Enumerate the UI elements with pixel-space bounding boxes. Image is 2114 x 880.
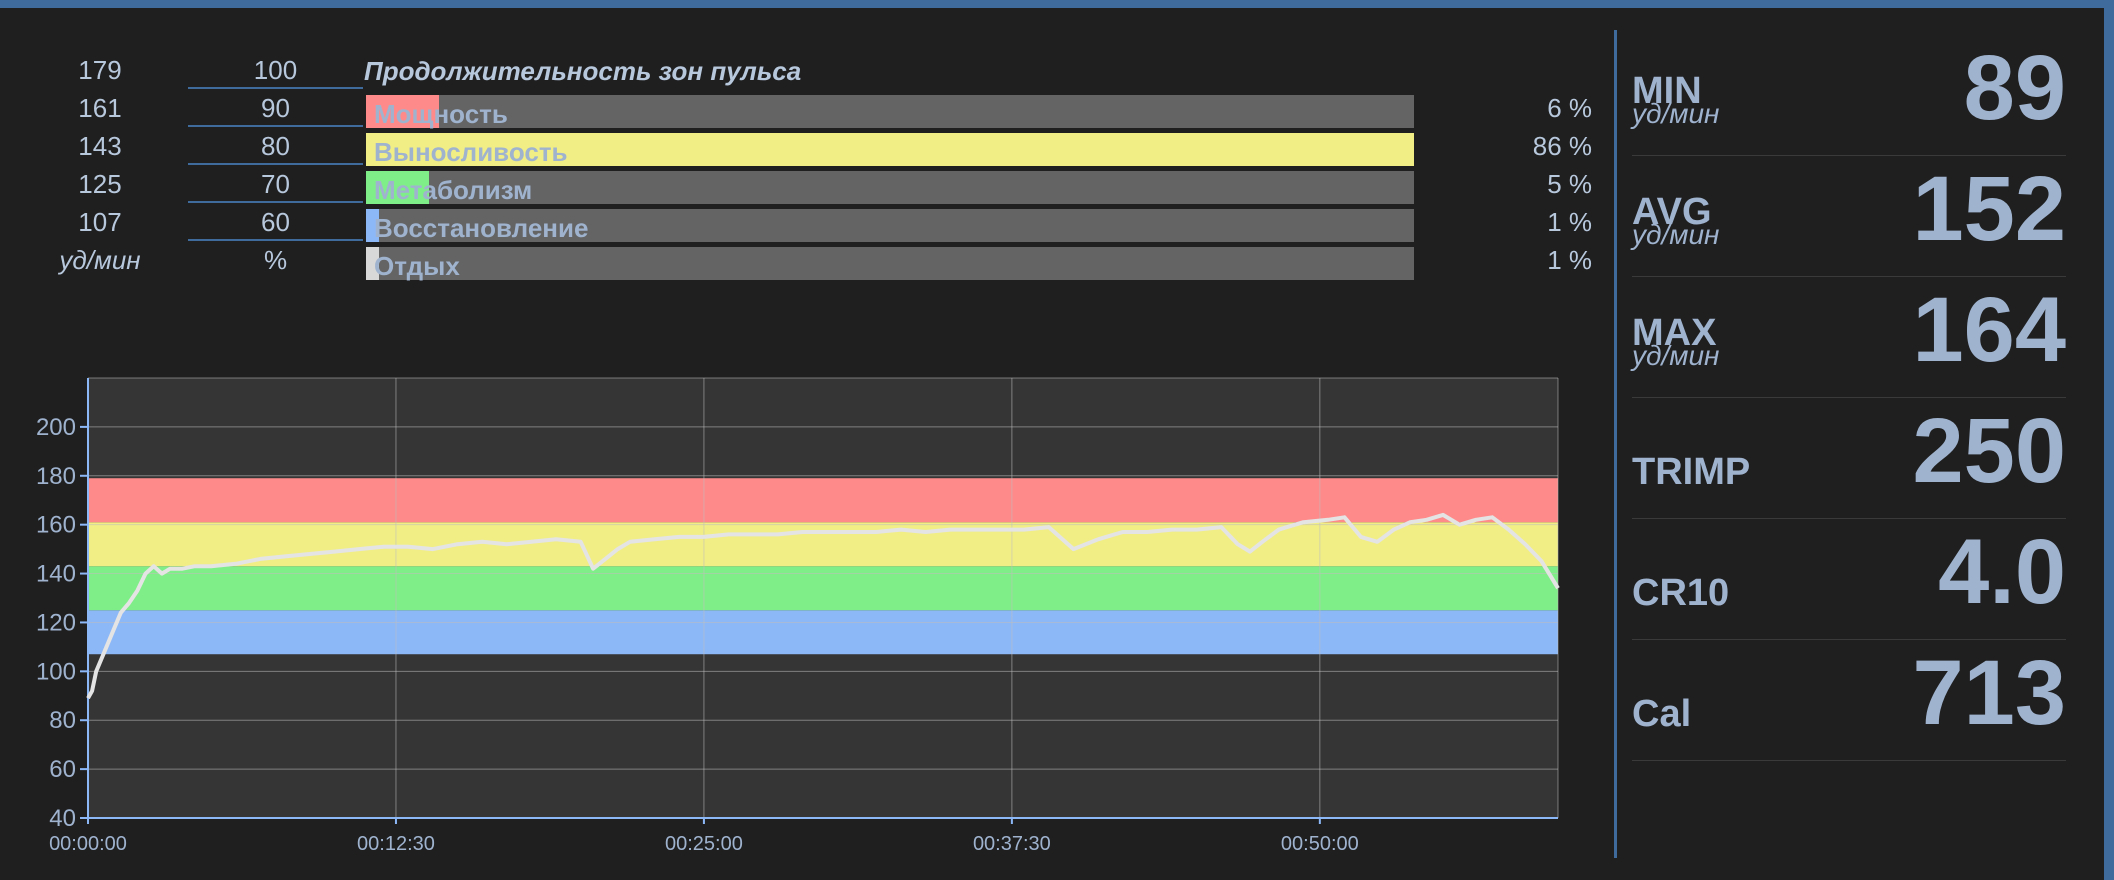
- stat-unit: уд/мин: [1632, 219, 1720, 250]
- y-tick-label: 180: [36, 463, 76, 490]
- zone-bpm-threshold: уд/мин: [59, 245, 141, 275]
- stat-label: Cal: [1632, 693, 1692, 735]
- stat-label: CR10: [1632, 572, 1730, 614]
- x-tick-label: 00:25:00: [665, 833, 743, 855]
- stat-separator: [1632, 155, 2066, 156]
- zone-band: [88, 610, 1558, 655]
- zone-percent: 86 %: [1532, 131, 1592, 161]
- stat-label: MAX: [1632, 312, 1717, 354]
- stat-unit: уд/мин: [1632, 340, 1720, 371]
- zone-separator-line: [188, 239, 363, 241]
- zone-duration-bar: Восстановление: [366, 209, 1414, 243]
- y-tick-label: 160: [36, 512, 76, 539]
- zone-row: уд/мин% Отдых 1 %: [0, 244, 1610, 281]
- zone-percent: 1 %: [1547, 207, 1592, 237]
- zone-duration-fill: [366, 171, 429, 204]
- stat-max: MAX уд/мин 164: [1632, 278, 2066, 398]
- zone-percent: 6 %: [1547, 93, 1592, 123]
- zone-pct-threshold: 80: [261, 131, 290, 161]
- y-tick-label: 140: [36, 561, 76, 588]
- stat-separator: [1632, 760, 2066, 761]
- x-tick-label: 00:50:00: [1281, 833, 1359, 855]
- zone-bpm-threshold: 107: [78, 207, 122, 237]
- zone-row: 107 60 Восстановление 1 %: [0, 206, 1610, 243]
- zone-name: Восстановление: [374, 213, 589, 243]
- heart-rate-line: [86, 512, 1560, 700]
- zone-separator-line: [188, 163, 363, 165]
- zone-duration-fill: [366, 209, 379, 242]
- stats-divider: [1614, 30, 1617, 858]
- stat-trimp: TRIMP 250: [1632, 399, 2066, 519]
- zone-row: 143 80 Выносливость 86 %: [0, 130, 1610, 167]
- zone-bpm-threshold: 125: [78, 169, 122, 199]
- zone-duration-fill: [366, 133, 1414, 166]
- zone-percent: 1 %: [1547, 245, 1592, 275]
- y-tick-label: 120: [36, 609, 76, 636]
- x-tick-label: 00:12:30: [357, 833, 435, 855]
- zone-band: [88, 522, 1558, 567]
- zone-bpm-threshold: 143: [78, 131, 122, 161]
- zone-pct-threshold: 60: [261, 207, 290, 237]
- zone-band: [88, 566, 1558, 611]
- zone-name: Мощность: [374, 99, 508, 129]
- zone-duration-bar: Метаболизм: [366, 171, 1414, 205]
- zone-duration-bar: Отдых: [366, 247, 1414, 281]
- zone-name: Отдых: [374, 251, 460, 281]
- zone-separator-line: [188, 201, 363, 203]
- stat-min: MIN уд/мин 89: [1632, 36, 2066, 156]
- zones-title: Продолжительность зон пульса: [364, 56, 802, 86]
- stat-value: 250: [1912, 400, 2067, 502]
- zone-separator-line: [188, 125, 363, 127]
- stat-value: 164: [1912, 279, 2067, 381]
- zone-duration-bar: Выносливость: [366, 133, 1414, 167]
- zone-duration-fill: [366, 247, 379, 280]
- zone-duration-fill: [366, 95, 440, 128]
- zone-name: Метаболизм: [374, 175, 533, 205]
- stat-separator: [1632, 276, 2066, 277]
- stat-value: 89: [1963, 37, 2066, 139]
- top-accent-bar: [0, 0, 2114, 8]
- x-tick-label: 00:00:00: [49, 833, 127, 855]
- zone-duration-bar: Мощность: [366, 95, 1414, 129]
- stat-cr10: CR10 4.0: [1632, 520, 2066, 640]
- stat-label: MIN: [1632, 70, 1702, 112]
- zone-pct-threshold: 90: [261, 93, 290, 123]
- stat-separator: [1632, 518, 2066, 519]
- stat-unit: уд/мин: [1632, 98, 1720, 129]
- stat-value: 4.0: [1938, 521, 2066, 623]
- zone-row: 161 90 Мощность 6 %: [0, 92, 1610, 129]
- stat-label: AVG: [1632, 191, 1712, 233]
- zone-separator-line: [188, 87, 363, 89]
- y-tick-label: 100: [36, 658, 76, 685]
- zone-percent: 5 %: [1547, 169, 1592, 199]
- zone-bpm-threshold: 161: [78, 93, 122, 123]
- stat-label: TRIMP: [1632, 451, 1751, 493]
- stat-cal: Cal 713: [1632, 641, 2066, 761]
- zone-row: 125 70 Метаболизм 5 %: [0, 168, 1610, 205]
- stat-separator: [1632, 639, 2066, 640]
- stat-separator: [1632, 397, 2066, 398]
- zone-pct-threshold: %: [263, 245, 288, 275]
- heart-rate-chart: 40 60 80 100 120 140 160 180 200 00:00:00 00:12:30…: [36, 377, 1560, 855]
- y-tick-label: 40: [49, 805, 76, 832]
- stat-avg: AVG уд/мин 152: [1632, 157, 2066, 277]
- zone-row: 179 100: [0, 54, 1610, 89]
- zone-band: [88, 478, 1558, 523]
- zone-name: Выносливость: [374, 137, 568, 167]
- zone-bpm-threshold: 179: [78, 55, 122, 85]
- stat-value: 152: [1912, 158, 2067, 260]
- y-tick-label: 60: [49, 756, 76, 783]
- zone-pct-threshold: 70: [261, 169, 290, 199]
- y-tick-label: 80: [49, 707, 76, 734]
- right-accent-edge: [2104, 0, 2114, 880]
- stat-value: 713: [1912, 642, 2067, 744]
- y-tick-label: 200: [36, 414, 76, 441]
- zone-pct-threshold: 100: [253, 55, 298, 85]
- x-tick-label: 00:37:30: [973, 833, 1051, 855]
